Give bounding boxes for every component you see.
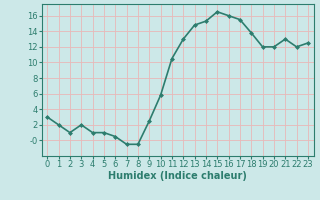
- X-axis label: Humidex (Indice chaleur): Humidex (Indice chaleur): [108, 171, 247, 181]
